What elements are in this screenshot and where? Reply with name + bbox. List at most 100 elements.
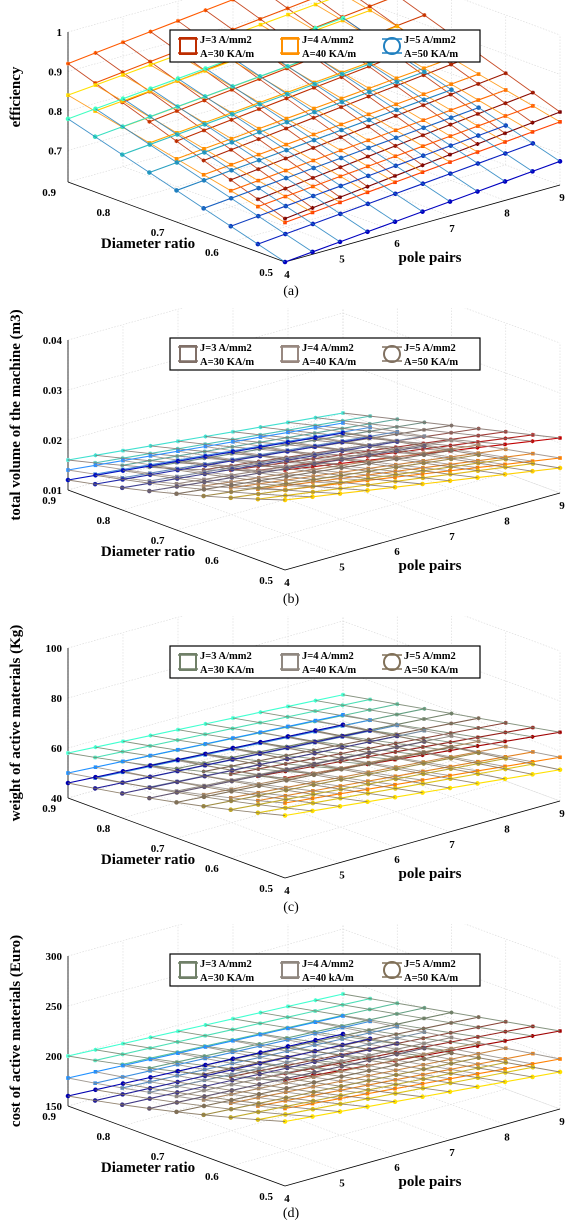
surface-line xyxy=(315,437,533,472)
x-tick-label: 5 xyxy=(339,1178,345,1190)
surface-line xyxy=(177,759,396,798)
y-tick-label: 0.8 xyxy=(97,1131,111,1143)
surface-line xyxy=(342,412,561,439)
surface-line xyxy=(122,770,341,807)
legend-label-line2: A=40 KA/m xyxy=(302,665,356,676)
legend-label-line1: J=3 A/mm2 xyxy=(200,651,252,662)
chart-surfaces xyxy=(65,411,563,503)
surface-line xyxy=(342,714,561,758)
surface-line xyxy=(260,741,478,784)
legend-label-line2: A=50 KA/m xyxy=(404,665,458,676)
surface-line xyxy=(315,4,533,133)
y-tick-label: 0.5 xyxy=(259,1191,273,1203)
surface-line xyxy=(122,470,341,495)
x-axis-label: pole pairs xyxy=(399,1174,462,1190)
x-tick-label: 5 xyxy=(339,254,345,266)
legend-label-line2: A=50 KA/m xyxy=(404,49,458,60)
surface-series-2 xyxy=(66,1014,562,1111)
legend-label-line2: A=30 KA/m xyxy=(200,49,254,60)
tick-labels: 4 5 6 7 8 9 0.9 0.8 0.7 0.6 0.5 150 200 250 300 xyxy=(42,951,565,1205)
y-tick-label: 0.5 xyxy=(259,883,273,895)
legend: J=3 A/mm2 A=30 KA/m J=4 A/mm2 A=40 KA/m J=5 … xyxy=(169,645,481,679)
legend-swatch xyxy=(178,653,198,671)
x-tick-label: 8 xyxy=(504,515,510,527)
surface-line xyxy=(315,1021,533,1065)
y-axis-label: Diameter ratio xyxy=(101,852,195,868)
surface-line xyxy=(232,451,451,482)
surface-series-1 xyxy=(66,692,562,780)
legend-swatch xyxy=(280,653,300,671)
surface-line xyxy=(177,1052,396,1090)
tick-labels: 4 5 6 7 8 9 0.9 0.8 0.7 0.6 0.5 0.7 0.8 0.9 1 xyxy=(42,27,565,281)
surface-line xyxy=(122,98,341,243)
surface-line xyxy=(315,730,533,775)
surface-series-3 xyxy=(65,722,563,818)
z-tick-label: 150 xyxy=(46,1101,63,1113)
surface-line xyxy=(315,417,533,442)
surface-line xyxy=(287,1045,506,1083)
legend-label-line1: J=3 A/mm2 xyxy=(200,959,252,970)
z-tick-label: 0.7 xyxy=(48,145,62,157)
legend-swatch xyxy=(382,653,402,671)
legend-swatch xyxy=(178,37,198,55)
surface-line xyxy=(177,54,396,183)
surface-line xyxy=(260,1052,478,1088)
y-tick-label: 0.9 xyxy=(42,187,56,199)
surface-line xyxy=(150,88,368,233)
y-tick-label: 0.6 xyxy=(205,863,219,875)
legend-label-line2: A=40 KA/m xyxy=(302,49,356,60)
surface-line xyxy=(205,44,423,173)
y-tick-label: 0.7 xyxy=(151,843,165,855)
surface-line xyxy=(287,441,506,475)
surface-line xyxy=(205,1046,423,1085)
surface-line xyxy=(205,456,423,485)
legend-swatch xyxy=(382,961,402,979)
legend: J=3 A/mm2 A=30 KA/m J=4 A/mm2 A=40 KA/m J=5 … xyxy=(169,337,481,371)
y-tick-label: 0.9 xyxy=(42,1111,56,1123)
y-tick-label: 0.9 xyxy=(42,803,56,815)
surface-line xyxy=(342,1033,561,1073)
surface-series-3 xyxy=(65,430,563,503)
surface-line xyxy=(342,724,561,771)
legend-swatch xyxy=(280,961,300,979)
x-tick-label: 9 xyxy=(559,1116,565,1128)
surface-line xyxy=(317,0,506,134)
z-tick-label: 0.01 xyxy=(43,485,62,497)
legend-label-line1: J=4 A/mm2 xyxy=(302,35,354,46)
surface-line xyxy=(67,1095,286,1122)
chart-panel-a: 4 5 6 7 8 9 0.9 0.8 0.7 0.6 0.5 0.7 0.8 0.9 1 pole pair… xyxy=(0,0,581,308)
chart-c-caption: (c) xyxy=(283,900,299,915)
surface-line xyxy=(150,1076,368,1108)
chart-panel-d: 4 5 6 7 8 9 0.9 0.8 0.7 0.6 0.5 150 200 250 300 pole pa… xyxy=(0,878,581,1230)
x-axis-label: pole pairs xyxy=(399,250,462,266)
y-axis-label: Diameter ratio xyxy=(101,236,195,252)
x-tick-label: 4 xyxy=(284,1193,290,1204)
z-tick-label: 0.8 xyxy=(48,106,62,118)
legend-swatch xyxy=(280,37,300,55)
x-tick-label: 4 xyxy=(284,577,290,588)
y-tick-label: 0.7 xyxy=(151,535,165,547)
surface-line xyxy=(315,700,533,738)
x-tick-label: 6 xyxy=(394,854,400,866)
surface-line xyxy=(67,94,286,223)
y-tick-label: 0.6 xyxy=(205,247,219,259)
surface-line xyxy=(342,432,561,469)
legend-label-line1: J=4 A/mm2 xyxy=(302,651,354,662)
surface-line xyxy=(67,479,286,501)
y-tick-label: 0.6 xyxy=(205,555,219,567)
x-tick-label: 6 xyxy=(394,1162,400,1174)
chart-panel-c: 4 5 6 7 8 9 0.9 0.8 0.7 0.6 0.5 40 60 80 100 pole pairs… xyxy=(0,570,581,924)
x-tick-label: 4 xyxy=(284,885,290,896)
surface-line xyxy=(67,752,286,779)
surface-line xyxy=(205,1064,423,1098)
surface-line xyxy=(150,64,368,193)
surface-line xyxy=(342,422,561,459)
x-tick-label: 9 xyxy=(559,192,565,204)
legend-swatch xyxy=(178,345,198,363)
legend-swatch xyxy=(382,345,402,363)
z-tick-label: 0.02 xyxy=(43,435,63,447)
surface-line xyxy=(232,0,451,155)
x-tick-label: 7 xyxy=(449,223,455,235)
chart-surfaces xyxy=(65,692,563,818)
z-tick-label: 60 xyxy=(51,743,63,755)
